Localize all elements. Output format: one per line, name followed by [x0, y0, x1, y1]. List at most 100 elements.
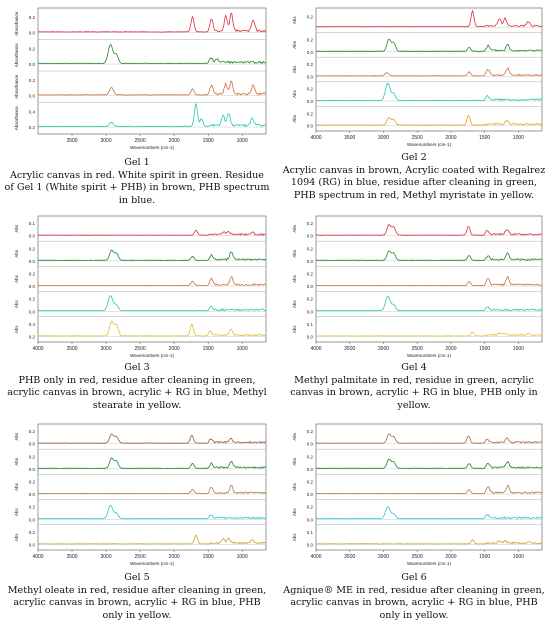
x-tick-label: 1500	[479, 135, 490, 141]
y-tick-label: 0.2	[29, 454, 36, 459]
y-tick-label: 0.0	[29, 492, 36, 497]
x-tick-label: 2500	[135, 138, 146, 144]
spectrum-line-4	[37, 103, 267, 128]
spectra-panel-4: 0.2 0.0 Abs 0.2 0.0 Abs 0.2 0.0 Abs 0.2 0.0 Abs 0.1 0…	[282, 212, 546, 412]
y-tick-label: 0.0	[29, 467, 36, 472]
x-tick-label: 4000	[310, 346, 321, 352]
spectrum-line-3	[315, 276, 543, 287]
y-tick-label: 0.0	[29, 62, 36, 67]
spectrum-line-1	[315, 223, 543, 236]
y-tick-label: 0.2	[307, 37, 314, 42]
x-tick-label: 3500	[66, 554, 77, 560]
y-axis-label: Abs	[292, 114, 297, 123]
spectrum-line-3	[37, 484, 267, 495]
y-tick-label: 0.2	[29, 505, 36, 510]
y-axis-label: Abs	[292, 89, 297, 98]
x-tick-label: 3000	[100, 554, 111, 560]
x-tick-label: 1000	[513, 135, 524, 141]
plot-frame	[37, 423, 267, 551]
y-tick-label: 0.2	[307, 454, 314, 459]
spectrum-line-1	[37, 229, 267, 236]
spectrum-line-1	[37, 433, 267, 444]
x-tick-label: 3000	[378, 346, 389, 352]
spectrum-line-2	[316, 458, 543, 469]
y-tick-label: 0.0	[29, 234, 36, 239]
x-tick-label: 2500	[412, 135, 423, 141]
caption-text: Agnique® ME in red, residue after cleani…	[283, 584, 545, 621]
x-tick-label: 1000	[513, 346, 524, 352]
x-tick-label: 3500	[344, 135, 355, 141]
y-tick-label: 0.2	[307, 246, 314, 251]
x-tick-label: 2000	[445, 135, 456, 141]
spectra-chart: 0.2 0.0 Abs 0.2 0.0 Abs 0.2 0.0 Abs 0.2 0.0 Abs 0.1 0…	[292, 423, 543, 566]
spectra-panel-6: 0.2 0.0 Abs 0.2 0.0 Abs 0.2 0.0 Abs 0.2 0.0 Abs 0.1 0…	[282, 420, 546, 628]
caption-text: Acrylic canvas in red. White spirit in g…	[4, 169, 270, 206]
y-axis-label: Abs	[292, 432, 297, 441]
y-tick-label: 0.4	[29, 322, 36, 327]
y-tick-label: 0.2	[307, 15, 314, 20]
x-tick-label: 1500	[479, 346, 490, 352]
y-tick-label: 0.2	[307, 62, 314, 67]
x-tick-label: 1000	[513, 554, 524, 560]
y-tick-label: 0.0	[307, 542, 314, 547]
y-tick-label: 0.1	[307, 530, 314, 535]
x-tick-label: 3000	[378, 135, 389, 141]
y-tick-label: 0.0	[29, 284, 36, 289]
spectrum-line-5	[315, 331, 543, 337]
y-tick-label: 0.0	[29, 31, 36, 36]
spectrum-line-2	[37, 457, 267, 469]
y-axis-label: Abs	[292, 16, 297, 25]
x-tick-label: 1000	[237, 554, 248, 560]
y-tick-label: 0.0	[29, 517, 36, 522]
spectrum-line-4	[315, 82, 543, 102]
y-axis-label: Abs	[14, 432, 19, 441]
x-tick-label: 3500	[66, 138, 77, 144]
x-tick-label: 1000	[237, 346, 248, 352]
y-tick-label: 0.2	[29, 530, 36, 535]
y-tick-label: 0.2	[307, 111, 314, 116]
x-tick-label: 4000	[32, 554, 43, 560]
y-tick-label: 0.1	[29, 221, 36, 226]
y-axis-label: Abs	[292, 508, 297, 517]
plot-frame	[315, 423, 543, 551]
plot-frame	[315, 215, 543, 343]
gel-title: Gel 2	[401, 152, 427, 163]
x-tick-label: 2000	[169, 346, 180, 352]
y-tick-label: 0.2	[29, 15, 36, 20]
x-axis-label: Wavenumbers (cm-1)	[130, 145, 174, 150]
gel-title: Gel 1	[124, 157, 150, 168]
figure-caption: Gel 4 Methyl palmitate in red, residue in…	[282, 362, 546, 412]
spectrum-line-4	[315, 295, 543, 312]
y-tick-label: 0.0	[307, 99, 314, 104]
x-tick-label: 1500	[203, 554, 214, 560]
x-tick-label: 4000	[32, 346, 43, 352]
x-tick-label: 3000	[100, 346, 111, 352]
spectra-chart: 0.2 Abs 0.2 0.0 Abs 0.2 0.0 Abs 0.2 0.0 Abs 0.2 0.0 A…	[292, 7, 543, 147]
y-tick-label: 0.0	[29, 442, 36, 447]
y-axis-label: Abs	[14, 249, 19, 258]
y-axis-label: Abs	[292, 224, 297, 233]
y-tick-label: 0.1	[307, 322, 314, 327]
y-tick-label: 0.2	[29, 429, 36, 434]
y-tick-label: 0.0	[307, 334, 314, 339]
x-tick-label: 3000	[100, 138, 111, 144]
y-axis-label: Abs	[292, 482, 297, 491]
spectra-panel-5: 0.2 0.0 Abs 0.2 0.0 Abs 0.2 0.0 Abs 0.2 0.0 Abs 0.2 0…	[4, 420, 270, 628]
x-tick-label: 2000	[445, 346, 456, 352]
y-tick-label: 0.0	[307, 234, 314, 239]
y-axis-label: Abs	[14, 457, 19, 466]
spectrum-line-2	[316, 38, 543, 52]
y-tick-label: 0.0	[307, 74, 314, 79]
y-axis-label: Abs	[292, 325, 297, 334]
y-tick-label: 0.2	[29, 479, 36, 484]
spectrum-line-2	[37, 249, 267, 262]
spectrum-line-4	[37, 504, 267, 520]
plot-frame	[315, 7, 543, 132]
caption-text: Acrylic canvas in brown, Acrylic coated …	[282, 164, 546, 201]
spectrum-line-5	[37, 320, 267, 337]
spectra-panel-1: 0.2 0.0 Absorbance 0.2 0.0 Absorbance 0.2 0.0 Ab…	[4, 4, 270, 209]
figure-caption: Gel 1 Acrylic canvas in red. White spirit…	[4, 157, 270, 207]
y-tick-label: 0.2	[307, 87, 314, 92]
plot-frame	[37, 215, 267, 343]
y-tick-label: 0.0	[307, 517, 314, 522]
